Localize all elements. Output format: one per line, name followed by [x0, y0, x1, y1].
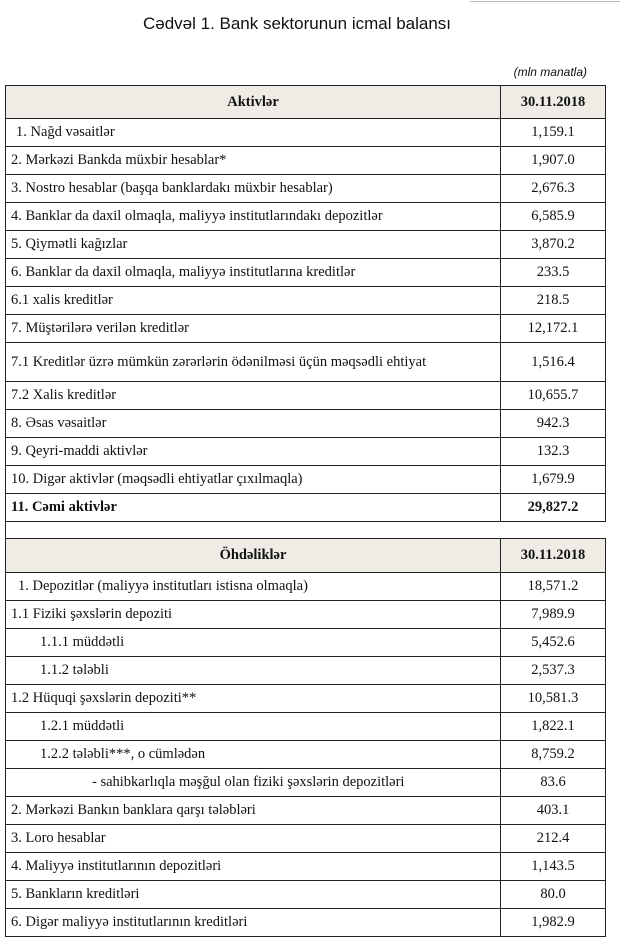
row-value: 6,585.9 [500, 202, 606, 231]
table-row: 5. Qiymətli kağızlar 3,870.2 [5, 230, 606, 259]
table-row: 1.2.1 müddətli 1,822.1 [5, 712, 606, 741]
row-value: 2,537.3 [500, 656, 606, 685]
rule [5, 520, 6, 538]
row-value: 80.0 [500, 880, 606, 909]
row-value: 1,679.9 [500, 465, 606, 494]
row-label: 9. Qeyri-maddi aktivlər [5, 437, 501, 466]
table-row: 1.1 Fiziki şəxslərin depoziti 7,989.9 [5, 600, 606, 629]
table-row: 7.1 Kreditlər üzrə mümkün zərərlərin ödə… [5, 342, 606, 382]
row-label: 7. Müştərilərə verilən kreditlər [5, 314, 501, 343]
row-label: 1.2.2 tələbli***, o cümlədən [5, 740, 501, 769]
row-value: 2,676.3 [500, 174, 606, 203]
row-value: 218.5 [500, 286, 606, 315]
row-label: 4. Maliyyə institutlarının depozitləri [5, 852, 501, 881]
row-label: 6. Banklar da daxil olmaqla, maliyyə ins… [5, 258, 501, 287]
table-row: 1. Nağd vəsaitlər 1,159.1 [5, 118, 606, 147]
table-row: 4. Banklar da daxil olmaqla, maliyyə ins… [5, 202, 606, 231]
table-row: 7. Müştərilərə verilən kreditlər 12,172.1 [5, 314, 606, 343]
table-row: 10. Digər aktivlər (məqsədli ehtiyatlar … [5, 465, 606, 494]
table-row: 3. Loro hesablar 212.4 [5, 824, 606, 853]
row-label: 1.1.1 müddətli [5, 628, 501, 657]
row-label: 3. Loro hesablar [5, 824, 501, 853]
row-value: 5,452.6 [500, 628, 606, 657]
table-row: - sahibkarlıqla məşğul olan fiziki şəxsl… [5, 768, 606, 797]
table-row: 1.1.1 müddətli 5,452.6 [5, 628, 606, 657]
row-value: 1,143.5 [500, 852, 606, 881]
row-value: 212.4 [500, 824, 606, 853]
row-label: 1.2.1 müddətli [5, 712, 501, 741]
row-value: 3,870.2 [500, 230, 606, 259]
header-cell: 30.11.2018 [500, 538, 606, 573]
header-cell: Aktivlər [5, 85, 501, 119]
row-label: 6.1 xalis kreditlər [5, 286, 501, 315]
row-value: 1,516.4 [500, 342, 606, 382]
table-row: 6.1 xalis kreditlər 218.5 [5, 286, 606, 315]
header-cell: Öhdəliklər [5, 538, 501, 573]
row-label: 1. Depozitlər (maliyyə institutları isti… [5, 572, 501, 601]
row-label: - sahibkarlıqla məşğul olan fiziki şəxsl… [5, 768, 501, 797]
row-label: 6. Digər maliyyə institutlarının kreditl… [5, 908, 501, 937]
row-label: 4. Banklar da daxil olmaqla, maliyyə ins… [5, 202, 501, 231]
table-row: 1. Depozitlər (maliyyə institutları isti… [5, 572, 606, 601]
row-label: 5. Bankların kreditləri [5, 880, 501, 909]
assets-table: Aktivlər 30.11.2018 1. Nağd vəsaitlər 1,159… [5, 85, 606, 522]
row-value: 1,982.9 [500, 908, 606, 937]
header-cell: 30.11.2018 [500, 85, 606, 119]
table-row: 8. Əsas vəsaitlər 942.3 [5, 409, 606, 438]
row-value: 12,172.1 [500, 314, 606, 343]
table-row: 5. Bankların kreditləri 80.0 [5, 880, 606, 909]
row-label: 2. Mərkəzi Bankın banklara qarşı tələblə… [5, 796, 501, 825]
row-label: 7.1 Kreditlər üzrə mümkün zərərlərin ödə… [5, 342, 501, 382]
row-label: 5. Qiymətli kağızlar [5, 230, 501, 259]
row-value: 1,822.1 [500, 712, 606, 741]
row-value: 1,159.1 [500, 118, 606, 147]
table-row: 1.2 Hüquqi şəxslərin depoziti** 10,581.3 [5, 684, 606, 713]
row-value: 403.1 [500, 796, 606, 825]
row-label: 1. Nağd vəsaitlər [5, 118, 501, 147]
title: Cədvəl 1. Bank sektorunun icmal balansı [142, 14, 452, 33]
row-label: 1.1 Fiziki şəxslərin depoziti [5, 600, 501, 629]
row-label: 7.2 Xalis kreditlər [5, 381, 501, 410]
row-value: 29,827.2 [500, 493, 606, 522]
table-row: 2. Mərkəzi Bankın banklara qarşı tələblə… [5, 796, 606, 825]
table-row: 1.1.2 tələbli 2,537.3 [5, 656, 606, 685]
header-row: Aktivlər 30.11.2018 [5, 85, 606, 119]
table-row: 7.2 Xalis kreditlər 10,655.7 [5, 381, 606, 410]
row-value: 132.3 [500, 437, 606, 466]
row-value: 8,759.2 [500, 740, 606, 769]
header-row: Öhdəliklər 30.11.2018 [5, 538, 606, 573]
row-value: 83.6 [500, 768, 606, 797]
unit-note: (mln manatla) [513, 65, 587, 79]
liabilities-table: Öhdəliklər 30.11.2018 1. Depozitlər (maliy… [5, 538, 606, 937]
table-row: 2. Mərkəzi Bankda müxbir hesablar* 1,907.… [5, 146, 606, 175]
row-value: 1,907.0 [500, 146, 606, 175]
row-value: 942.3 [500, 409, 606, 438]
row-label: 3. Nostro hesablar (başqa banklardakı mü… [5, 174, 501, 203]
row-value: 10,655.7 [500, 381, 606, 410]
row-value: 7,989.9 [500, 600, 606, 629]
table-row: 6. Banklar da daxil olmaqla, maliyyə ins… [5, 258, 606, 287]
row-label: 8. Əsas vəsaitlər [5, 409, 501, 438]
row-label: 1.1.2 tələbli [5, 656, 501, 685]
row-label: 2. Mərkəzi Bankda müxbir hesablar* [5, 146, 501, 175]
row-label: 10. Digər aktivlər (məqsədli ehtiyatlar … [5, 465, 501, 494]
table-row: 9. Qeyri-maddi aktivlər 132.3 [5, 437, 606, 466]
table-row: 6. Digər maliyyə institutlarının kreditl… [5, 908, 606, 937]
rule [470, 1, 620, 2]
table-row: 3. Nostro hesablar (başqa banklardakı mü… [5, 174, 606, 203]
row-value: 233.5 [500, 258, 606, 287]
table-row: 1.2.2 tələbli***, o cümlədən 8,759.2 [5, 740, 606, 769]
row-label: 1.2 Hüquqi şəxslərin depoziti** [5, 684, 501, 713]
table-row: 4. Maliyyə institutlarının depozitləri 1,… [5, 852, 606, 881]
table-row: 11. Cəmi aktivlər 29,827.2 [5, 493, 606, 522]
row-label: 11. Cəmi aktivlər [5, 493, 501, 522]
row-value: 18,571.2 [500, 572, 606, 601]
row-value: 10,581.3 [500, 684, 606, 713]
